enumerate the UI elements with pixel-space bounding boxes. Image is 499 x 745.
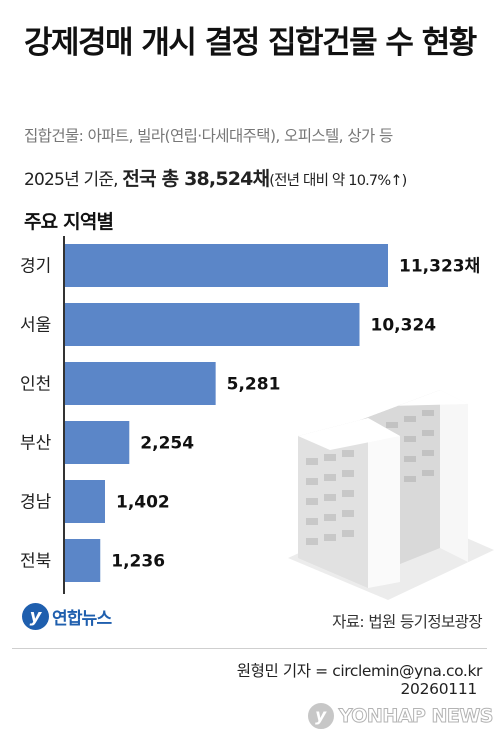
bar [65, 421, 130, 464]
category-axis-line [63, 236, 65, 594]
source-note: 자료: 법원 등기정보광장 [332, 613, 482, 631]
bar [65, 303, 360, 346]
apartment-buildings-icon [268, 378, 494, 600]
value-label: 5,281 [227, 375, 281, 395]
watermark-text: YONHAP NEWS [338, 705, 494, 728]
value-label: 1,402 [116, 493, 170, 513]
page-title: 강제경매 개시 결정 집합건물 수 현황 [24, 25, 477, 61]
category-label: 서울 [20, 316, 51, 336]
category-label: 인천 [20, 375, 51, 395]
value-label: 11,323채 [399, 257, 480, 277]
category-label: 경남 [20, 493, 52, 513]
summary-change: (전년 대비 약 10.7%↑) [269, 173, 407, 189]
category-label: 경기 [20, 257, 51, 277]
footer-divider [12, 648, 487, 649]
bar [65, 480, 105, 523]
category-label: 부산 [20, 434, 52, 454]
yonhap-logo: y 연합뉴스 [22, 603, 112, 630]
publish-date: 20260111 [400, 680, 478, 698]
yonhap-watermark: y YONHAP NEWS [305, 701, 494, 731]
summary-total: 전국 총 38,524채 [122, 168, 270, 190]
bar [65, 539, 101, 582]
value-label: 2,254 [140, 434, 194, 454]
bar [65, 244, 388, 287]
yonhap-logo-mark: y [22, 603, 49, 630]
summary-prefix: 2025년 기준, [24, 170, 123, 190]
value-label: 10,324 [371, 316, 437, 336]
summary-line: 2025년 기준, 전국 총 38,524채(전년 대비 약 10.7%↑) [24, 164, 407, 191]
bar [65, 362, 216, 405]
category-label: 전북 [20, 552, 51, 572]
watermark-mark: y [305, 701, 336, 731]
reporter-credit: 원형민 기자 = circlemin@yna.co.kr [236, 662, 483, 680]
subtitle: 집합건물: 아파트, 빌라(연립·다세대주택), 오피스텔, 상가 등 [24, 127, 393, 145]
section-title: 주요 지역별 [24, 211, 114, 233]
yonhap-logo-text: 연합뉴스 [52, 609, 112, 629]
value-label: 1,236 [111, 552, 165, 572]
